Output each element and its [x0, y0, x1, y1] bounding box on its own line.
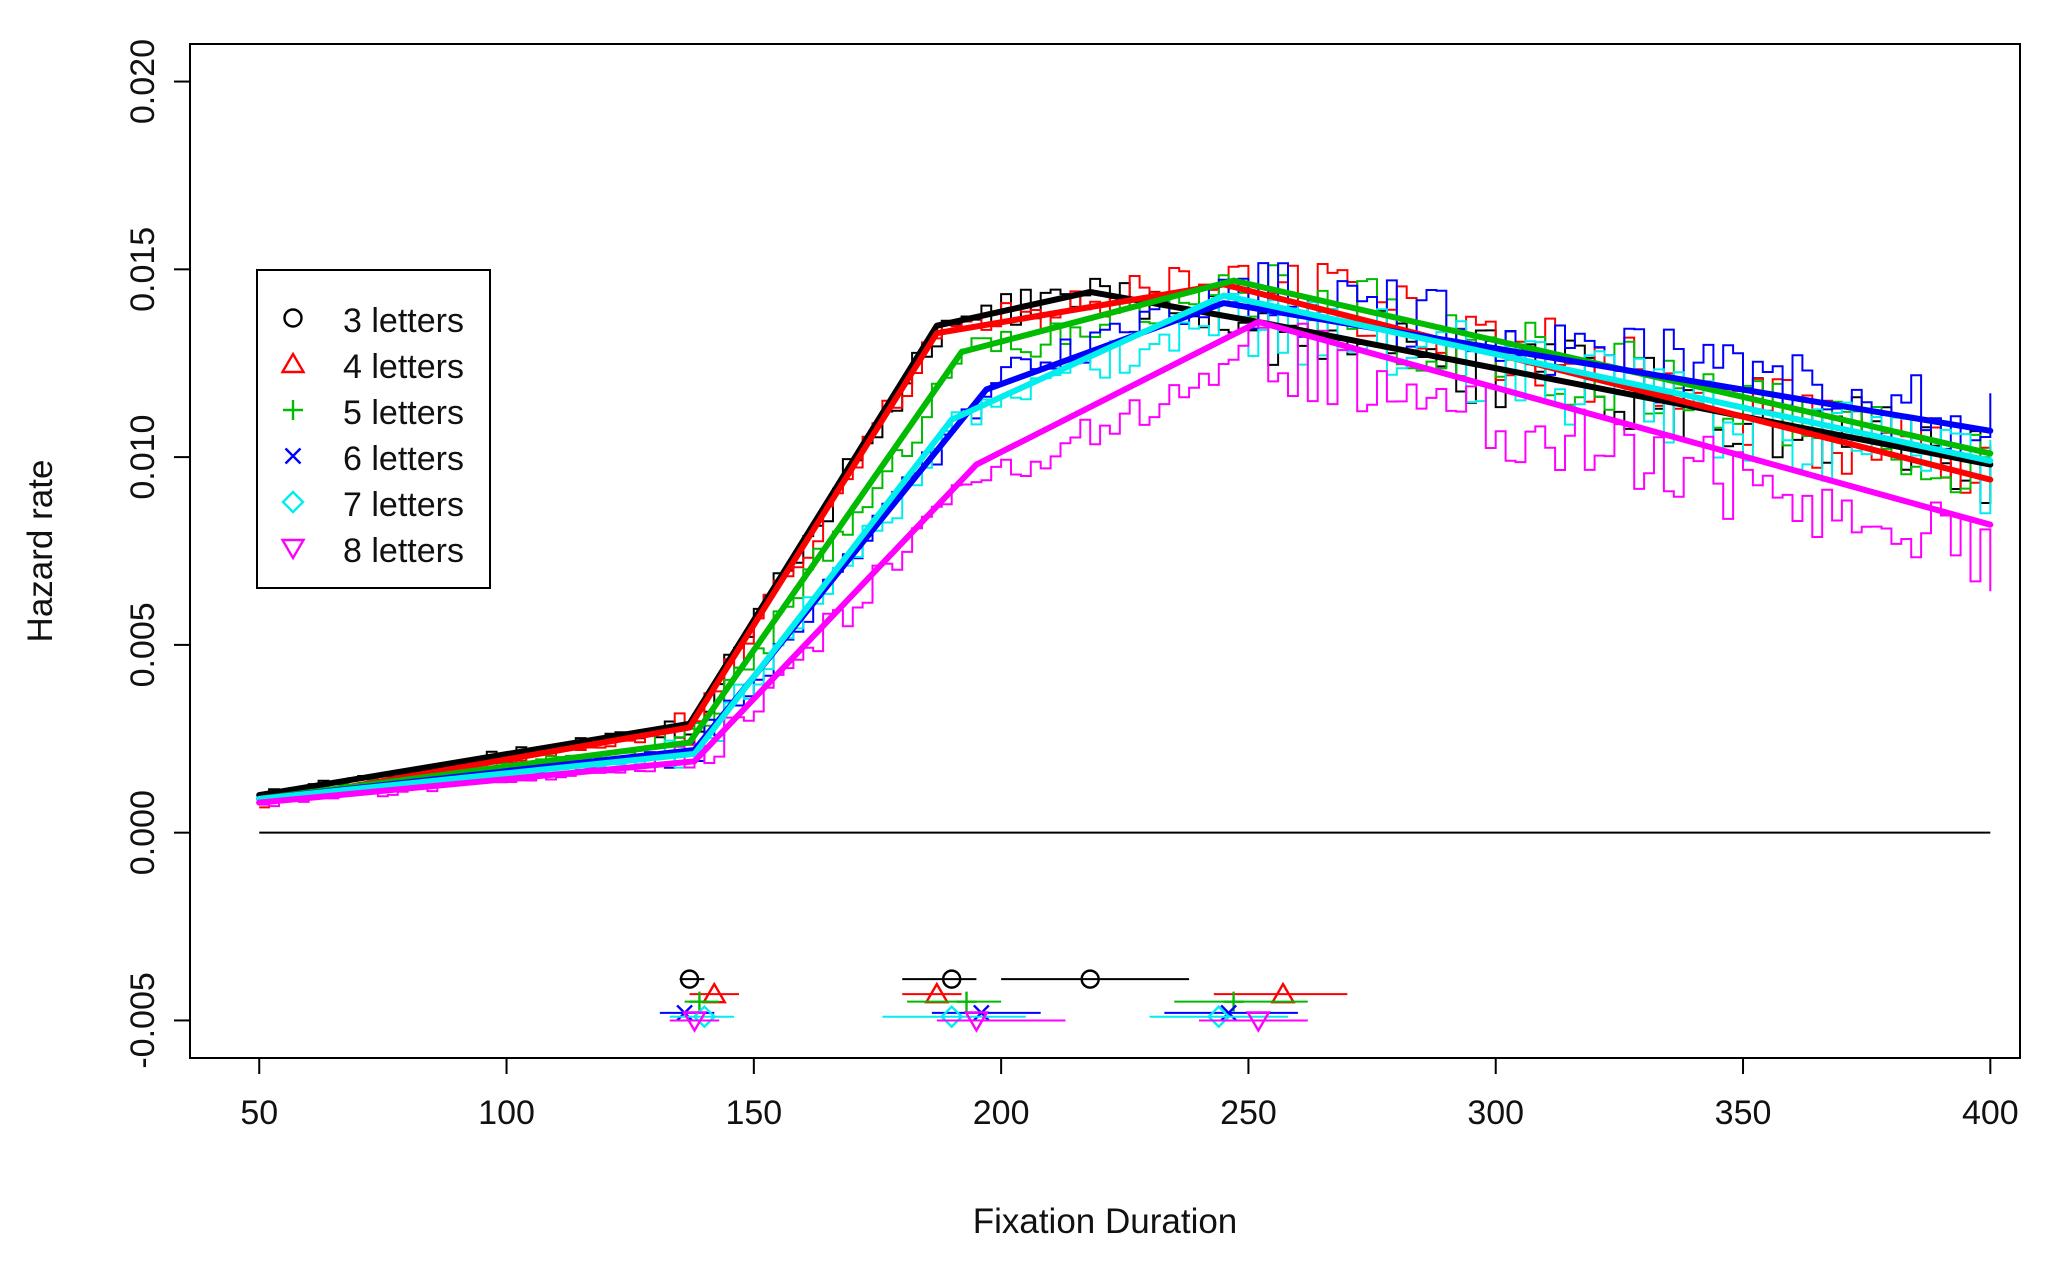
plot-frame — [189, 43, 2021, 1059]
axes: 50 100 150 200 250 300 350 400 -0.005 0.000 0.005 0… — [124, 39, 2021, 1132]
y-tick-label: 0.005 — [124, 602, 162, 687]
breakpoint-marker-8-letters-1 — [681, 1011, 708, 1033]
fit-line-3-letters — [256, 288, 1994, 799]
x-tick-label: 150 — [725, 1094, 782, 1132]
breakpoint-marker-3-letters-3 — [1080, 969, 1100, 989]
legend-label-3-letters: 3 letters — [343, 302, 464, 340]
legend-label-7-letters: 7 letters — [343, 486, 464, 524]
breakpoint-marker-5-letters-1 — [689, 991, 710, 1012]
breakpoint-marker-5-letters-2 — [956, 991, 977, 1012]
y-tick-label: 0.015 — [124, 227, 162, 312]
y-tick-label: -0.005 — [124, 972, 162, 1068]
fitted-hazard-curves — [256, 277, 1994, 806]
breakpoint-marker-7-letters-3 — [1207, 1004, 1231, 1029]
legend-marker-8-letters — [280, 538, 306, 561]
legend-label-8-letters: 8 letters — [343, 532, 464, 570]
y-tick-label: 0.010 — [124, 415, 162, 500]
breakpoint-marker-3-letters-1 — [679, 969, 700, 989]
legend-label-4-letters: 4 letters — [343, 348, 464, 386]
legend-marker-7-letters — [281, 490, 305, 514]
x-tick-label: 400 — [1962, 1094, 2019, 1132]
fit-line-8-letters — [256, 318, 1994, 806]
x-tick-label: 350 — [1715, 1094, 1772, 1132]
legend: 3 letters 4 letters 5 letters 6 letters 7 le… — [256, 269, 491, 589]
legend-marker-5-letters — [283, 400, 303, 420]
breakpoint-marker-6-letters-3 — [1220, 1004, 1237, 1022]
x-tick-label: 100 — [478, 1094, 535, 1132]
fit-line-5-letters — [256, 277, 1994, 802]
breakpoint-marker-7-letters-2 — [939, 1004, 964, 1029]
legend-marker-4-letters — [280, 351, 306, 374]
x-tick-label: 200 — [973, 1094, 1030, 1132]
breakpoint-marker-8-letters-3 — [1245, 1011, 1271, 1033]
legend-label-6-letters: 6 letters — [343, 440, 464, 478]
y-tick-label: 0.000 — [124, 790, 162, 875]
y-tick-label: 0.020 — [124, 39, 162, 124]
breakpoint-marker-3-letters-2 — [941, 969, 962, 989]
y-axis-title: Hazard rate — [21, 460, 60, 643]
breakpoint-marker-8-letters-2 — [963, 1011, 989, 1033]
x-tick-label: 250 — [1220, 1094, 1277, 1132]
x-axis-title: Fixation Duration — [973, 1202, 1238, 1241]
x-tick-label: 50 — [240, 1094, 278, 1132]
legend-box — [256, 269, 491, 589]
x-tick-label: 300 — [1467, 1094, 1524, 1132]
breakpoint-confidence-intervals — [659, 969, 1348, 1033]
fit-line-7-letters — [256, 292, 1994, 802]
legend-label-5-letters: 5 letters — [343, 394, 464, 432]
legend-marker-3-letters — [283, 308, 303, 328]
legend-marker-6-letters — [284, 447, 302, 465]
